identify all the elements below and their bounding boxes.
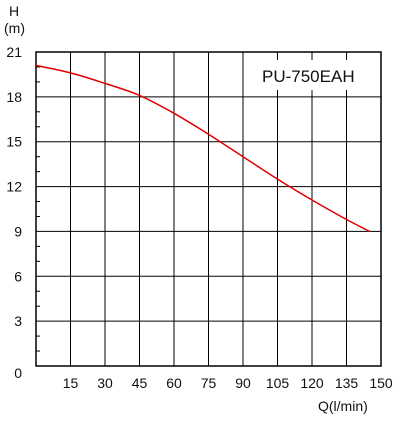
y-axis-unit: (m) bbox=[4, 20, 25, 36]
series-layer bbox=[35, 64, 370, 233]
x-tick-labels: 15 30 45 60 75 90 105 120 135 150 bbox=[63, 375, 393, 391]
y-tick-label: 3 bbox=[14, 313, 22, 329]
x-tick-label: 135 bbox=[335, 375, 359, 391]
x-tick-label: 15 bbox=[63, 375, 79, 391]
annotation-background bbox=[253, 60, 365, 90]
x-tick-label: 60 bbox=[166, 375, 182, 391]
y-tick-labels: 0 3 6 9 12 15 18 21 bbox=[6, 44, 22, 381]
grid bbox=[35, 51, 382, 367]
y-tick-label: 21 bbox=[6, 44, 22, 60]
y-tick-label: 0 bbox=[14, 365, 22, 381]
x-tick-label: 30 bbox=[97, 375, 113, 391]
x-tick-label: 105 bbox=[266, 375, 290, 391]
x-tick-label: 90 bbox=[235, 375, 251, 391]
y-axis-title: H bbox=[9, 3, 19, 19]
model-annotation: PU-750EAH bbox=[262, 67, 355, 86]
y-tick-label: 12 bbox=[6, 179, 22, 195]
x-tick-label: 75 bbox=[201, 375, 217, 391]
y-tick-label: 9 bbox=[14, 223, 22, 239]
y-tick-label: 18 bbox=[6, 89, 22, 105]
y-tick-label: 6 bbox=[14, 268, 22, 284]
x-tick-label: 45 bbox=[132, 375, 148, 391]
series-line bbox=[35, 64, 370, 233]
y-minor-ticks bbox=[36, 66, 40, 352]
x-axis-title: Q(l/min) bbox=[318, 398, 368, 414]
y-tick-label: 15 bbox=[6, 134, 22, 150]
x-tick-label: 150 bbox=[369, 375, 393, 391]
x-tick-label: 120 bbox=[300, 375, 324, 391]
